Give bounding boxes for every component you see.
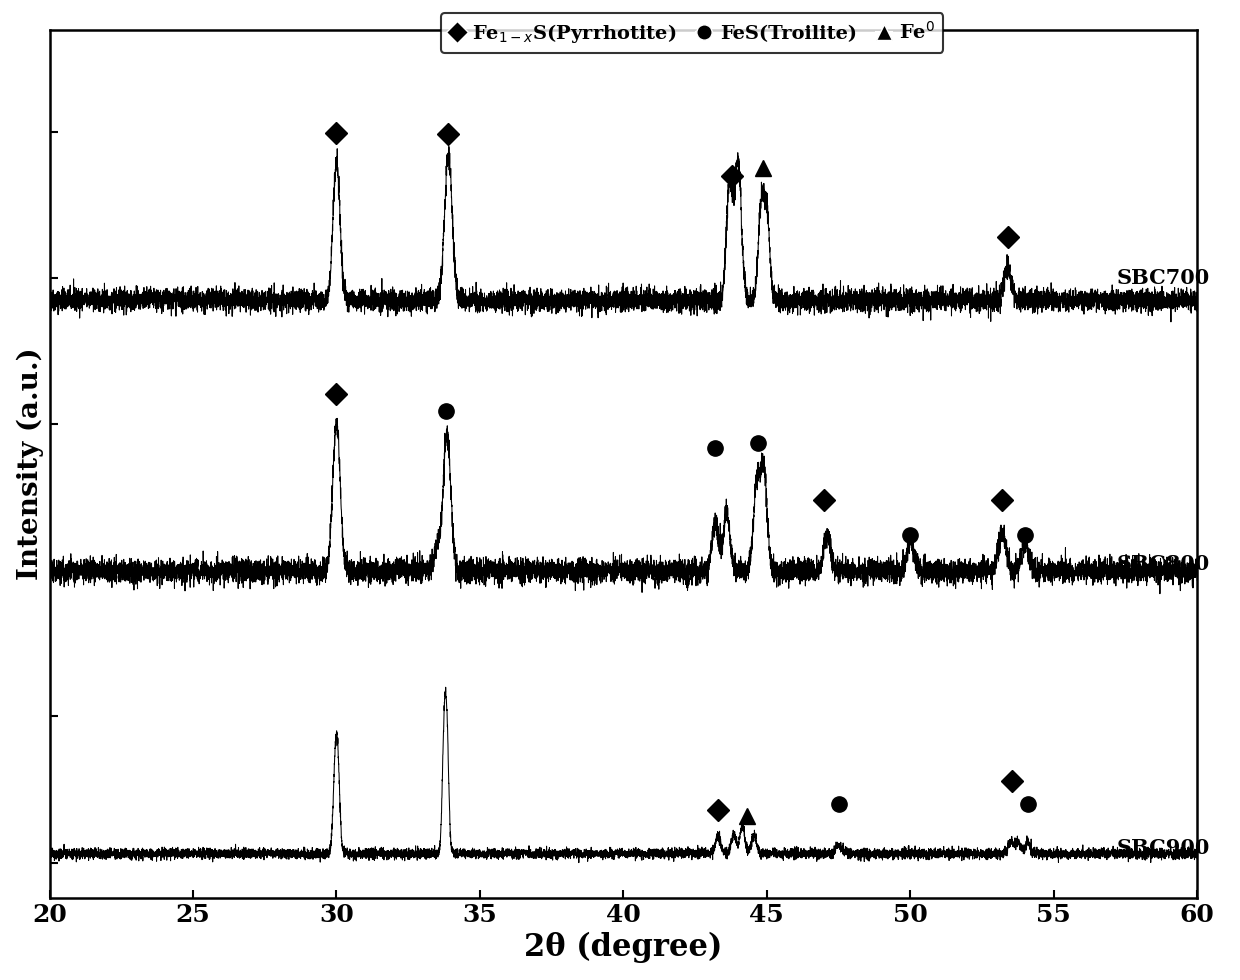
Legend: Fe$_{1-x}$S(Pyrrhotite), FeS(Troilite), Fe$^{0}$: Fe$_{1-x}$S(Pyrrhotite), FeS(Troilite), … — [441, 14, 944, 53]
Y-axis label: Intensity (a.u.): Intensity (a.u.) — [16, 347, 45, 580]
X-axis label: 2θ (degree): 2θ (degree) — [525, 932, 723, 963]
Text: SBC800: SBC800 — [1117, 555, 1210, 574]
Text: SBC700: SBC700 — [1117, 269, 1210, 288]
Text: SBC900: SBC900 — [1117, 838, 1210, 858]
